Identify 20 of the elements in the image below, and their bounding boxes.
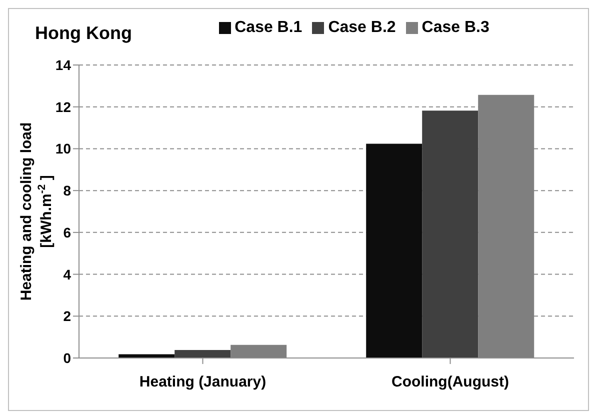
chart-title: Hong Kong [35,23,132,44]
legend-label: Case B.3 [422,19,490,36]
y-tick-label: 2 [63,308,72,324]
legend-label: Case B.1 [234,19,302,36]
x-tick-label: Cooling(August) [392,374,509,391]
y-tick-label: 4 [63,266,72,282]
bar [230,344,287,358]
bar [118,354,175,358]
x-tick-label: Heating (January) [139,374,266,391]
bar [174,350,231,358]
y-tick-label: 6 [63,224,72,240]
y-tick-label: 12 [55,98,72,115]
legend-label: Case B.2 [328,19,396,36]
y-tick-label: 0 [63,350,72,366]
y-tick-label: 8 [63,182,72,199]
bar [478,94,534,358]
bar [366,144,422,358]
y-tick-label: 14 [55,56,72,73]
bar [422,110,478,358]
y-tick-label: 10 [55,140,72,157]
